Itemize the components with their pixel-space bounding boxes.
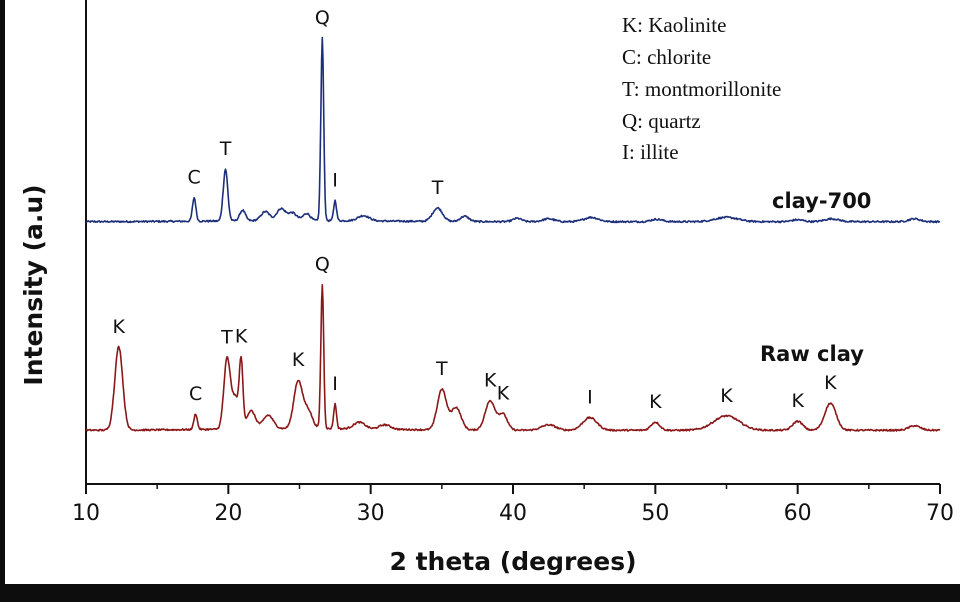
x-ticks: 10 20 30 40 50 60 70 [72,484,954,526]
x-tick-label: 20 [214,501,242,526]
series-clay-700-line [85,36,941,224]
legend-entry-quartz: Q: quartz [622,109,701,133]
legend-entry-kaolinite: K: Kaolinite [622,13,726,37]
bottom-border [0,584,960,602]
peak-label-t: T [220,326,233,348]
peak-label-k: K [720,385,733,407]
series-raw-clay-line [85,284,941,432]
legend: K: Kaolinite C: chlorite T: montmorillon… [622,13,781,164]
left-border [0,0,5,602]
peak-label-t: T [435,358,448,380]
x-tick-label: 40 [499,501,527,526]
x-tick-label: 30 [357,501,385,526]
x-tick-label: 10 [72,501,100,526]
peak-label-k: K [235,325,248,347]
peak-label-k: K [497,382,510,404]
x-tick-label: 50 [641,501,669,526]
legend-entry-chlorite: C: chlorite [622,45,711,69]
y-axis-title: Intensity (a.u) [19,184,48,385]
peak-label-i: I [587,387,593,409]
legend-entry-illite: I: illite [622,140,679,164]
peak-label-q: Q [315,7,330,29]
x-tick-label: 70 [926,501,954,526]
peak-label-k: K [649,391,662,413]
peak-label-c: C [189,383,202,405]
peak-label-q: Q [315,254,330,276]
peak-label-t: T [219,138,232,160]
peak-label-k: K [292,349,305,371]
series-label-raw-clay: Raw clay [760,342,864,366]
series-label-clay-700: clay-700 [772,189,871,213]
peak-label-i: I [332,170,338,192]
x-axis-title: 2 theta (degrees) [389,547,636,576]
peak-label-c: C [188,167,201,189]
peak-label-i: I [332,373,338,395]
legend-entry-montmorillonite: T: montmorillonite [622,77,781,101]
peak-label-k: K [112,316,125,338]
peak-label-k: K [791,390,804,412]
peak-label-k: K [824,372,837,394]
peak-label-k: K [484,370,497,392]
x-tick-label: 60 [784,501,812,526]
peak-label-t: T [431,177,444,199]
